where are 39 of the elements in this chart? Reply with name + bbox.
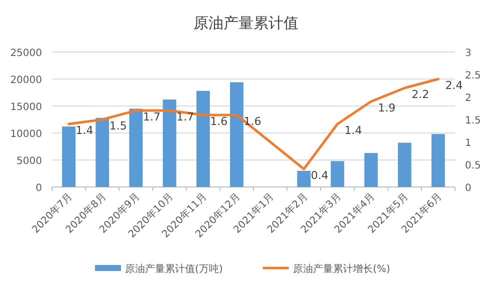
bar — [398, 142, 412, 187]
y-tick-label: 10000 — [10, 129, 42, 140]
y2-tick-label: 0 — [465, 183, 472, 194]
bar — [230, 82, 244, 187]
y-tick-label: 5000 — [16, 156, 42, 167]
bar — [431, 134, 445, 187]
data-label: 0.4 — [310, 169, 328, 182]
bar — [162, 100, 176, 187]
y-tick-label: 20000 — [10, 75, 42, 86]
y-tick-label: 25000 — [10, 48, 42, 59]
data-label: 1.4 — [76, 124, 94, 137]
bar — [96, 118, 110, 187]
bar — [62, 126, 76, 187]
data-label: 1.9 — [378, 102, 396, 114]
data-label: 1.5 — [109, 120, 127, 132]
bar — [297, 170, 311, 187]
legend-label: 原油产量累计值(万吨) — [125, 263, 223, 275]
bar — [196, 90, 210, 187]
data-label: 1.7 — [142, 110, 160, 124]
data-label: 2.2 — [412, 88, 430, 101]
data-label: 2.4 — [445, 79, 463, 92]
y2-tick-label: 0.5 — [465, 160, 481, 172]
line-series — [68, 78, 440, 170]
data-label: 1.4 — [344, 124, 362, 137]
data-label: 1.7 — [176, 110, 194, 124]
bar — [364, 152, 378, 187]
legend-label: 原油产量累计增长(%) — [292, 263, 390, 275]
y2-tick-label: 3 — [465, 48, 472, 59]
y-tick-label: 15000 — [10, 102, 42, 113]
data-label: 1.6 — [244, 115, 262, 128]
bar — [129, 108, 143, 187]
bar — [330, 161, 344, 187]
y2-tick-label: 2.5 — [465, 70, 481, 82]
data-label: 1.6 — [210, 115, 228, 128]
y-tick-label: 0 — [36, 183, 42, 194]
chart-title: 原油产量累计值 — [194, 14, 298, 32]
y2-tick-label: 2 — [465, 93, 472, 104]
y2-tick-label: 1.5 — [465, 116, 481, 126]
y2-tick-label: 1 — [465, 138, 472, 149]
